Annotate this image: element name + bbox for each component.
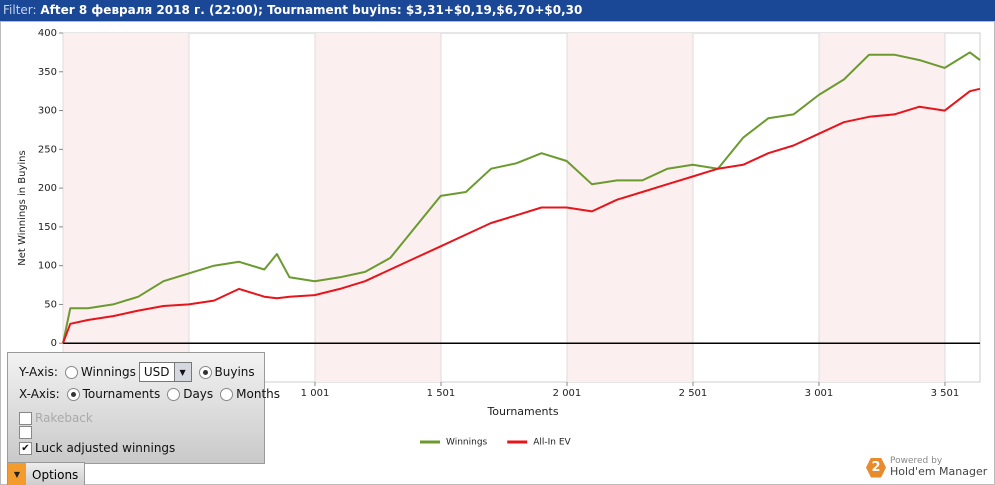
radio[interactable] [220, 387, 234, 401]
dropdown-arrow: ▼ [173, 363, 191, 381]
y-tick-label: 200 [38, 183, 57, 194]
bands [62, 32, 981, 383]
radio-label[interactable]: Buyins [214, 365, 255, 379]
select-value: USD [143, 365, 170, 379]
filter-bar: Filter: After 8 февраля 2018 г. (22:00);… [0, 0, 995, 21]
powered-by: Powered by [890, 456, 943, 466]
checkbox-label[interactable]: Rakeback [35, 411, 93, 425]
radio[interactable] [66, 387, 80, 401]
logo-badge: 2 [866, 457, 886, 478]
radio[interactable] [167, 387, 181, 401]
x-axis-label: X-Axis: [19, 387, 60, 401]
x-tick-label: 3 001 [805, 388, 834, 399]
y-tick-label: 300 [38, 106, 57, 117]
options-button[interactable]: ▼ Options [7, 462, 86, 485]
x-tick-label: 1 001 [301, 388, 330, 399]
band [566, 33, 693, 382]
y-tick-label: 250 [38, 144, 57, 155]
checkbox[interactable] [19, 426, 32, 439]
series-line [62, 87, 981, 344]
branding: 2 Powered by Hold'em Manager [866, 457, 987, 478]
series-line [62, 51, 981, 344]
x-tick-label: 2 501 [679, 388, 708, 399]
y-axis-label: Net Winnings in Buyins [17, 150, 28, 265]
x-tick-label: 3 501 [931, 388, 960, 399]
radio[interactable] [64, 365, 78, 379]
button-arrow: ▼ [8, 463, 26, 485]
currency-select[interactable]: USD ▼ [138, 362, 192, 382]
x-tick-label: 2 001 [553, 388, 582, 399]
y-tick-label: 150 [38, 222, 57, 233]
product-name: Hold'em Manager [890, 465, 988, 478]
radio[interactable] [198, 365, 212, 379]
checkbox-label[interactable]: Luck adjusted winnings [35, 441, 176, 455]
checkbox[interactable] [19, 411, 32, 425]
radio-label[interactable]: Winnings [80, 365, 136, 379]
radio-label[interactable]: Tournaments [82, 387, 161, 401]
filter-text: After 8 февраля 2018 г. (22:00); Tournam… [40, 3, 583, 17]
legend-label: Winnings [446, 438, 488, 448]
y-tick-label: 50 [44, 299, 57, 310]
legend-label: All-In EV [533, 438, 571, 448]
x-tick-label: 1 501 [427, 388, 456, 399]
radio-label[interactable]: Months [236, 387, 281, 401]
y-tick-label: 100 [38, 261, 57, 272]
checkbox[interactable]: ✔ [19, 441, 32, 455]
band [314, 33, 441, 382]
button-label: Options [26, 463, 85, 485]
band [63, 33, 189, 382]
x-axis-label: Tournaments [486, 405, 558, 418]
y-axis-label: Y-Axis: [19, 365, 58, 379]
y-tick-label: 350 [38, 67, 57, 78]
lines [62, 51, 981, 344]
band [818, 33, 945, 382]
radio-label[interactable]: Days [183, 387, 214, 401]
y-tick-label: 0 [51, 338, 57, 349]
y-tick-label: 400 [38, 28, 57, 39]
filter-label: Filter: [3, 3, 37, 17]
options-panel: Y-Axis: Winnings USD ▼ Buyins X-Axis: Tournam… [7, 352, 280, 464]
